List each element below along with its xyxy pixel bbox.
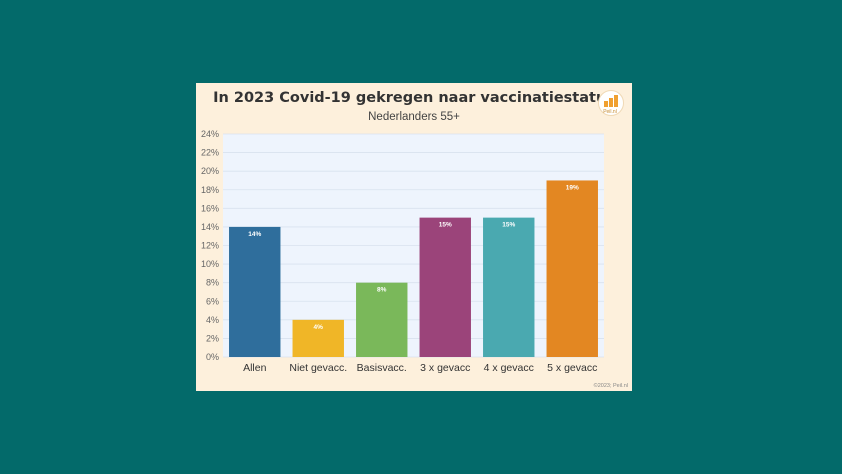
y-tick-label: 20% — [201, 166, 219, 176]
y-tick-label: 6% — [206, 296, 219, 306]
y-tick-label: 0% — [206, 352, 219, 362]
bar — [292, 319, 344, 357]
y-tick-label: 4% — [206, 315, 219, 325]
y-tick-label: 18% — [201, 185, 219, 195]
bar-data-label: 14% — [248, 231, 261, 238]
logo-text: Peil.nl — [603, 109, 617, 115]
credit-text: ©2023; Peil.nl — [593, 383, 628, 389]
x-tick-label: Allen — [243, 362, 267, 374]
bar-chart-logo-icon — [598, 90, 624, 116]
chart-title: In 2023 Covid-19 gekregen naar vaccinati… — [213, 90, 615, 106]
bar-chart: 0% 2% 4% 6% 8% 10% 12% 14% 16% 18% 20% 22% 24% 14% All… — [201, 129, 604, 374]
bar — [483, 217, 535, 357]
x-tick-label: 3 x gevacc — [420, 362, 470, 374]
bar-data-label: 15% — [439, 222, 452, 229]
bar-data-label: 4% — [314, 324, 324, 331]
bar-data-label: 8% — [377, 287, 387, 294]
chart-subtitle: Nederlanders 55+ — [368, 111, 460, 123]
bar — [419, 217, 471, 357]
bar-data-label: 19% — [566, 184, 579, 191]
y-tick-label: 8% — [206, 278, 219, 288]
y-tick-label: 10% — [201, 259, 219, 269]
x-tick-label: 4 x gevacc — [484, 362, 534, 374]
y-tick-label: 16% — [201, 203, 219, 213]
x-tick-label: Niet gevacc. — [289, 362, 347, 374]
bar — [229, 226, 281, 357]
y-tick-label: 24% — [201, 129, 219, 139]
y-tick-label: 14% — [201, 222, 219, 232]
x-tick-label: Basisvacc. — [357, 362, 407, 374]
x-tick-label: 5 x gevacc — [547, 362, 597, 374]
bar — [546, 180, 598, 357]
y-tick-label: 2% — [206, 333, 219, 343]
y-tick-label: 22% — [201, 148, 219, 158]
bar — [356, 282, 408, 357]
chart-card: In 2023 Covid-19 gekregen naar vaccinati… — [196, 83, 632, 391]
bar-data-label: 15% — [502, 222, 515, 229]
y-tick-label: 12% — [201, 241, 219, 251]
